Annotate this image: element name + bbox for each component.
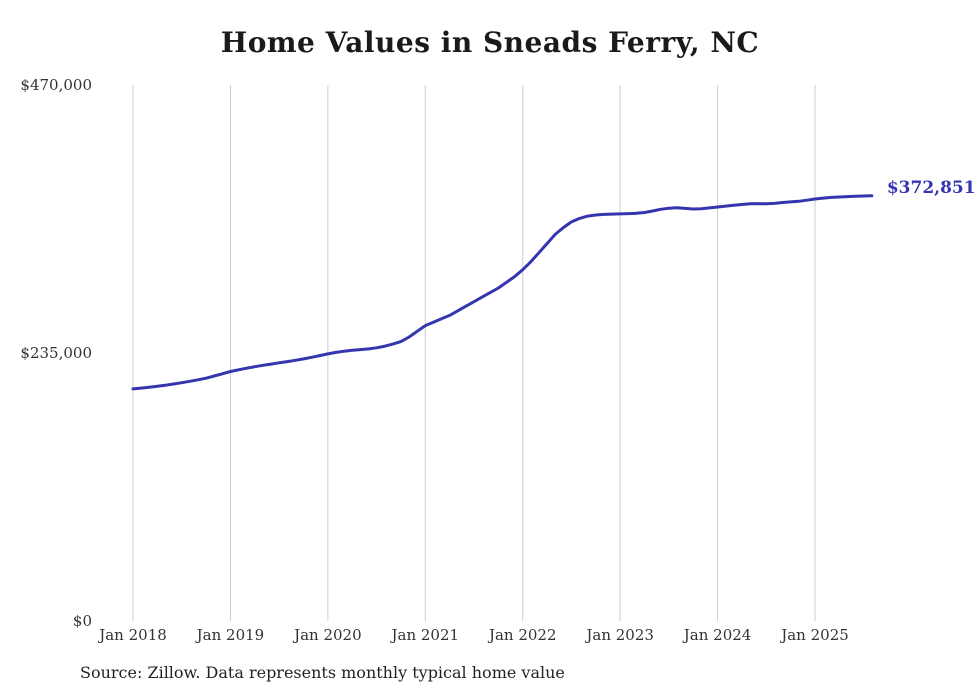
y-tick-label-1: $235,000 bbox=[20, 344, 92, 362]
x-tick-label-6: Jan 2024 bbox=[682, 626, 752, 644]
chart-title: Home Values in Sneads Ferry, NC bbox=[220, 26, 760, 59]
x-tick-label-1: Jan 2019 bbox=[195, 626, 265, 644]
x-tick-label-3: Jan 2021 bbox=[390, 626, 460, 644]
x-tick-label-2: Jan 2020 bbox=[292, 626, 362, 644]
y-tick-label-2: $470,000 bbox=[20, 76, 92, 94]
x-tick-label-7: Jan 2025 bbox=[779, 626, 849, 644]
source-note: Source: Zillow. Data represents monthly … bbox=[80, 663, 565, 682]
x-tick-label-4: Jan 2022 bbox=[487, 626, 557, 644]
end-value-label: $372,851 bbox=[887, 178, 976, 198]
x-tick-label-0: Jan 2018 bbox=[97, 626, 167, 644]
y-tick-label-0: $0 bbox=[73, 612, 92, 630]
value-line bbox=[131, 194, 874, 391]
x-tick-label-5: Jan 2023 bbox=[584, 626, 654, 644]
